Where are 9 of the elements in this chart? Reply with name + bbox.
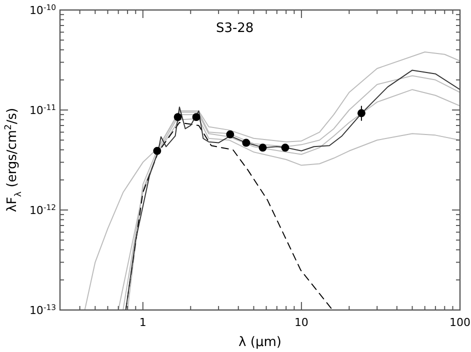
y-tick-label: 10$^{-10}$: [29, 2, 56, 17]
x-tick-label: 10: [294, 316, 308, 329]
x-axis-title: λ (μm): [238, 335, 282, 350]
y-tick-label: 10$^{-13}$: [29, 302, 56, 317]
text: S3-28: [216, 21, 254, 36]
x-tick-label: 1: [139, 316, 146, 329]
x-tick-label: 100: [450, 316, 470, 329]
y-tick-label: 10$^{-11}$: [29, 102, 56, 117]
y-tick-label: 10$^{-12}$: [29, 202, 56, 217]
